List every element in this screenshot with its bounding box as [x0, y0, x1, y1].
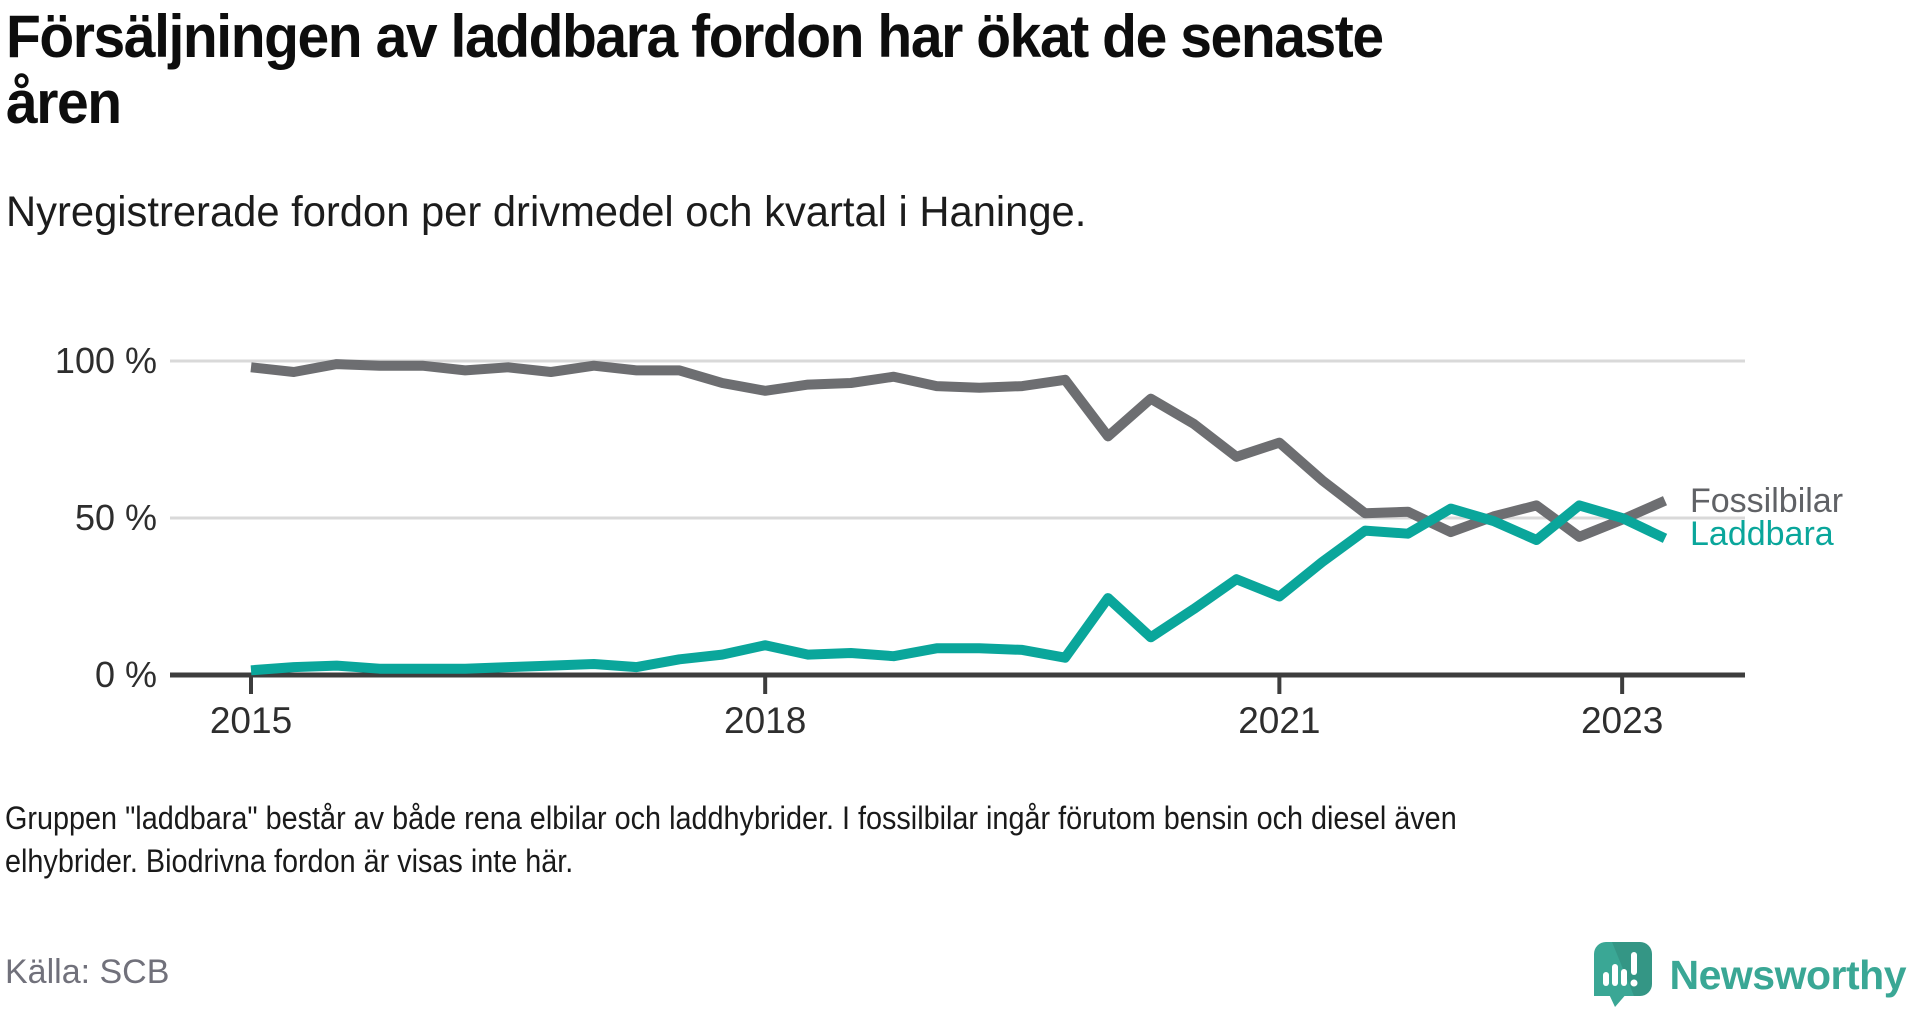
y-axis-tick-0: 0 % [94, 654, 157, 695]
newsworthy-wordmark: Newsworthy [1669, 952, 1907, 998]
series-label-fossilbilar: Fossilbilar [1690, 482, 1844, 520]
x-axis-tick-2015: 2015 [209, 700, 293, 741]
title-line-2: åren [6, 69, 122, 136]
footnote-line-1: Gruppen "laddbara" består av både rena e… [5, 800, 1457, 836]
series-line-laddbara [250, 500, 1668, 676]
newsworthy-logo-icon [1593, 942, 1652, 1007]
chart-footnote: Gruppen "laddbara" består av både rena e… [5, 797, 1457, 883]
title-line-1: Försäljningen av laddbara fordon har öka… [6, 3, 1384, 70]
x-axis-tick-2023: 2023 [1580, 700, 1664, 741]
x-axis-tick-2018: 2018 [724, 700, 807, 741]
y-axis-tick-50: 50 % [74, 497, 157, 538]
x-axis-tick-2021: 2021 [1238, 700, 1321, 741]
series-label-laddbara: Laddbara [1690, 515, 1834, 553]
newsworthy-brand: Newsworthy [1593, 942, 1907, 1008]
y-axis-tick-100: 100 % [54, 340, 157, 381]
source-credit: Källa: SCB [5, 953, 170, 991]
chart-subtitle: Nyregistrerade fordon per drivmedel och … [6, 188, 1087, 236]
page-title: Försäljningen av laddbara fordon har öka… [6, 3, 1384, 136]
footnote-line-2: elhybrider. Biodrivna fordon är visas in… [5, 843, 574, 879]
